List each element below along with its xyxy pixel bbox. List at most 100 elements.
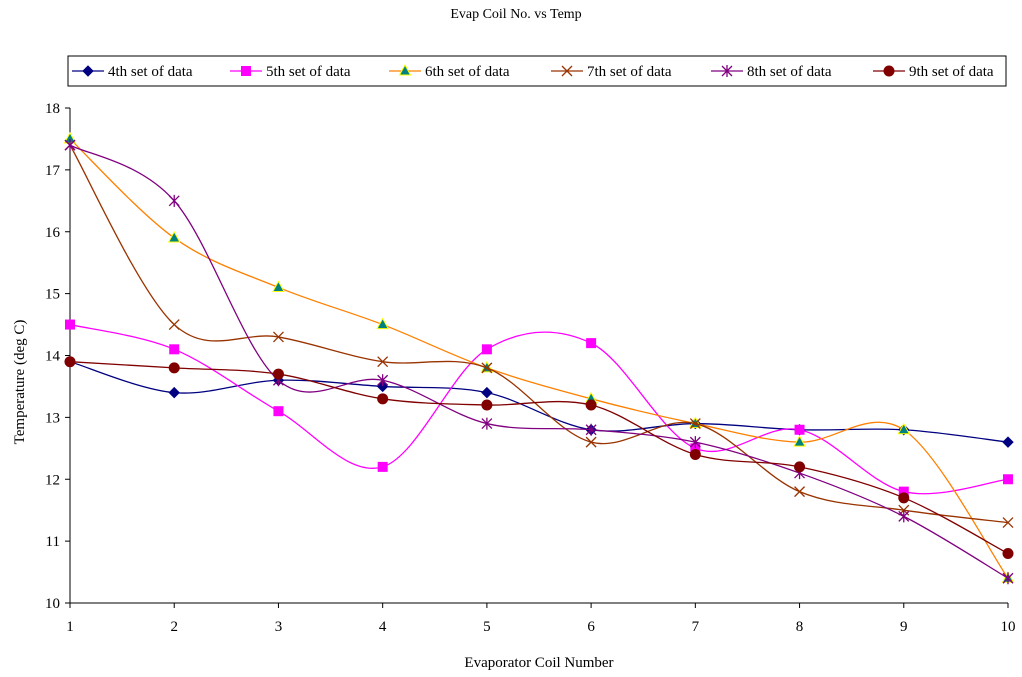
data-point [689, 418, 701, 430]
x-tick-label: 2 [170, 619, 178, 635]
data-point [167, 230, 181, 243]
y-tick-label: 12 [45, 472, 60, 488]
data-point [586, 338, 597, 349]
legend: 4th set of data 5th set of data 6th set of… [67, 55, 1007, 87]
square-marker [169, 344, 180, 355]
legend-box [67, 55, 1007, 87]
star-marker [64, 139, 76, 152]
triangle-marker [398, 63, 412, 76]
circle-marker [898, 492, 910, 504]
x-marker [689, 418, 701, 430]
legend-label: 9th set of data [909, 64, 994, 80]
data-point [898, 492, 910, 504]
data-point [481, 386, 493, 399]
legend-marker [721, 65, 733, 77]
series-line [69, 138, 1009, 579]
y-tick-label: 18 [45, 101, 60, 117]
circle-marker [272, 368, 284, 380]
series-3 [63, 131, 1015, 583]
x-tick-label: 7 [692, 619, 700, 635]
circle-marker [481, 399, 493, 411]
data-point [377, 374, 389, 387]
series-line [69, 361, 1009, 443]
square-marker [377, 461, 388, 472]
data-point [377, 393, 389, 405]
y-tick-label: 13 [45, 410, 60, 426]
x-tick-label: 5 [483, 619, 491, 635]
data-point [794, 461, 806, 473]
series-line [69, 323, 1009, 495]
circle-marker [585, 399, 597, 411]
data-point [273, 406, 284, 417]
data-point [897, 422, 911, 435]
diamond-marker [376, 380, 389, 393]
data-point [272, 368, 284, 380]
data-point [168, 386, 180, 399]
square-marker [241, 66, 251, 76]
legend-label: 4th set of data [108, 64, 193, 80]
series-5 [64, 139, 1014, 585]
legend-item: 8th set of data [711, 64, 832, 80]
data-point [794, 486, 806, 498]
star-marker [377, 374, 389, 387]
x-axis-label: Evaporator Coil Number [464, 655, 613, 671]
legend-marker [398, 63, 412, 76]
y-tick-label: 10 [45, 596, 60, 612]
circle-marker [689, 449, 701, 460]
legend-item: 7th set of data [551, 64, 672, 80]
data-point [1002, 572, 1014, 585]
x-tick-label: 4 [379, 619, 387, 635]
star-marker [168, 194, 180, 207]
x-tick-label: 3 [275, 619, 283, 635]
legend-marker [883, 65, 895, 77]
data-point [1002, 517, 1014, 529]
data-point [481, 362, 493, 374]
x-tick-label: 10 [1001, 619, 1016, 635]
diamond-marker [168, 386, 180, 399]
data-point [481, 417, 493, 430]
data-point [169, 344, 180, 355]
data-point [481, 399, 493, 411]
star-marker [481, 417, 493, 430]
star-marker [898, 510, 910, 523]
data-point [585, 436, 597, 448]
square-marker [794, 424, 805, 435]
data-point [168, 319, 180, 331]
series-4 [64, 139, 1014, 529]
x-tick-label: 8 [796, 619, 804, 635]
star-marker [1002, 572, 1014, 585]
data-point [794, 424, 805, 435]
triangle-marker [793, 435, 806, 447]
triangle-marker [272, 280, 285, 292]
data-point [585, 423, 597, 436]
data-point [64, 139, 76, 152]
data-point [272, 280, 285, 292]
square-marker [586, 338, 597, 349]
data-point [376, 317, 390, 330]
x-marker [481, 362, 493, 374]
legend-item: 4th set of data [72, 64, 193, 80]
x-marker [168, 319, 180, 331]
circle-marker [883, 65, 895, 77]
series-line [69, 144, 1009, 579]
y-tick-label: 15 [45, 287, 60, 303]
data-point [793, 435, 806, 447]
legend-label: 5th set of data [266, 64, 351, 80]
circle-marker [794, 461, 806, 473]
legend-item: 6th set of data [389, 63, 510, 80]
data-point [377, 461, 388, 472]
x-marker [1002, 517, 1014, 529]
data-point [272, 331, 284, 343]
square-marker [273, 406, 284, 417]
star-marker [721, 65, 733, 77]
star-marker [689, 436, 701, 449]
circle-marker [168, 362, 180, 374]
square-marker [481, 344, 492, 355]
legend-marker [241, 66, 251, 76]
x-tick-label: 1 [66, 619, 74, 635]
series-6 [64, 356, 1014, 559]
diamond-marker [82, 65, 94, 77]
data-point [376, 380, 389, 393]
legend-marker [561, 65, 573, 77]
